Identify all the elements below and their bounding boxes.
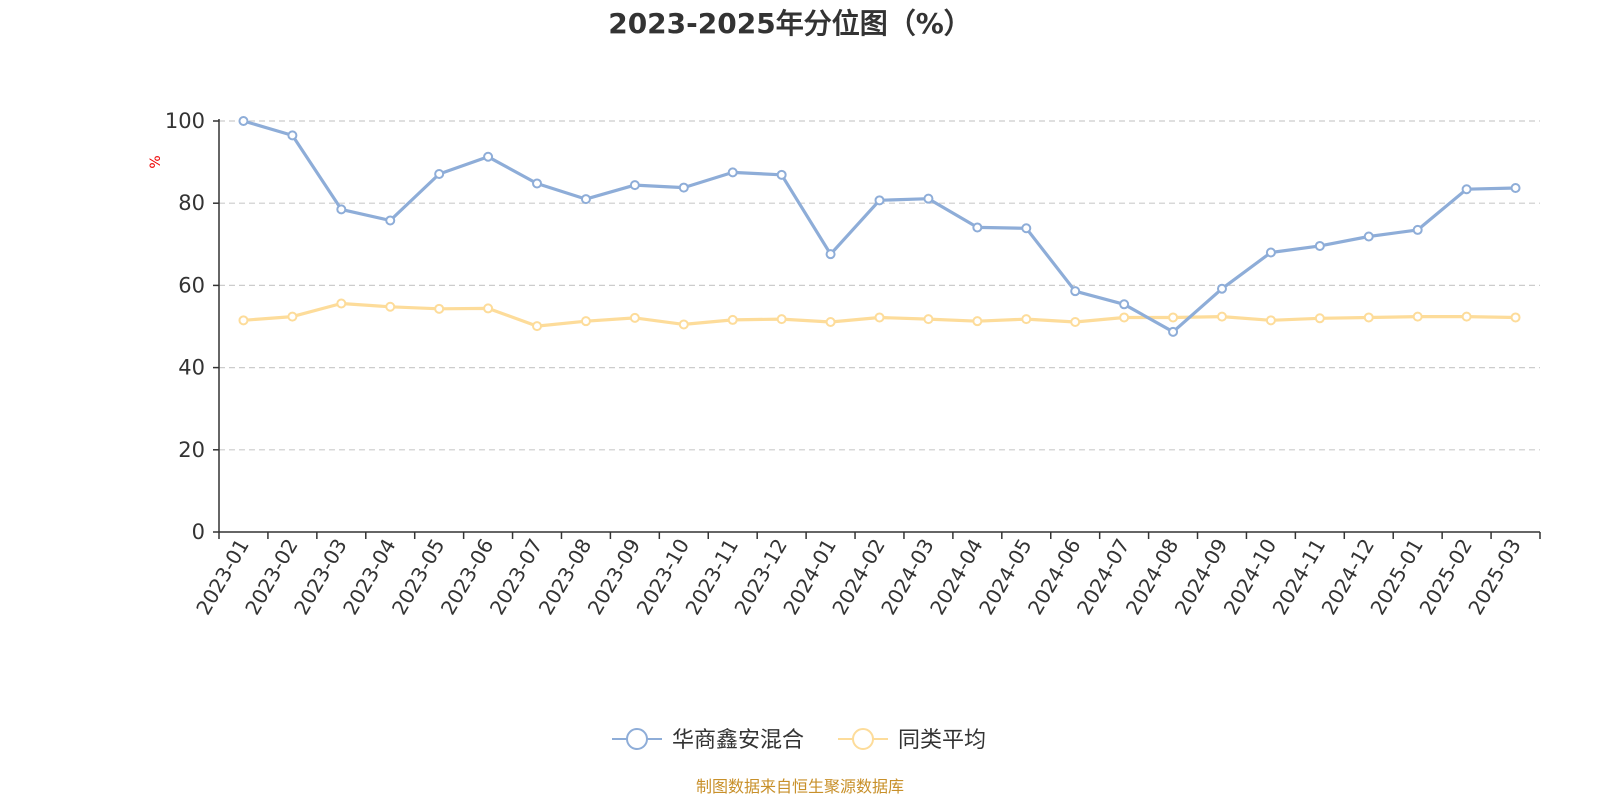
data-point: [483, 151, 494, 162]
y-axis-unit: %: [148, 155, 164, 168]
data-point: [238, 116, 249, 126]
legend-marker: [852, 728, 874, 750]
data-point: [874, 195, 885, 206]
data-point: [1510, 182, 1521, 193]
y-tick-label: 40: [178, 356, 205, 380]
data-point: [532, 321, 543, 332]
data-point: [1412, 311, 1423, 322]
data-point: [1265, 315, 1276, 326]
source-note: 制图数据来自恒生聚源数据库: [696, 777, 904, 796]
data-point: [923, 193, 934, 204]
data-point: [1021, 314, 1032, 325]
legend-label: 华商鑫安混合: [672, 728, 804, 753]
data-point: [1216, 311, 1227, 322]
data-point: [238, 315, 249, 326]
data-point: [1314, 240, 1325, 251]
data-point: [874, 312, 885, 323]
data-point: [1168, 326, 1179, 337]
data-point: [532, 178, 543, 189]
data-point: [678, 319, 689, 330]
data-point: [629, 180, 640, 191]
data-point: [483, 303, 494, 314]
data-point: [1461, 184, 1472, 195]
data-point: [580, 194, 591, 205]
data-point: [1168, 312, 1179, 323]
legend-marker: [626, 728, 648, 750]
data-point: [972, 316, 983, 327]
data-point: [1070, 286, 1081, 297]
data-point: [629, 312, 640, 323]
legend-label: 同类平均: [898, 728, 986, 753]
data-point: [1070, 316, 1081, 327]
data-point: [825, 249, 836, 260]
data-point: [434, 303, 445, 314]
data-point: [1216, 283, 1227, 294]
y-tick-labels: 0 20 40 60 80 100: [165, 109, 205, 544]
y-tick-label: 0: [192, 520, 205, 544]
data-point: [776, 314, 787, 325]
data-point: [1021, 223, 1032, 234]
y-tick-label: 20: [178, 438, 205, 462]
data-point: [1314, 313, 1325, 324]
y-tick-label: 100: [165, 109, 205, 133]
series-line: [243, 119, 1516, 334]
data-point: [287, 311, 298, 322]
data-point: [972, 222, 983, 233]
data-point: [678, 182, 689, 193]
grid-lines: [219, 120, 1540, 451]
data-point: [923, 314, 934, 325]
x-tick-labels: 2023-012023-022023-032023-042023-052023-…: [191, 534, 1526, 618]
series-layer: [238, 116, 1521, 337]
data-point: [825, 316, 836, 327]
data-point: [336, 204, 347, 215]
data-point: [1461, 311, 1472, 322]
data-point: [1363, 231, 1374, 242]
data-point: [727, 167, 738, 178]
data-point: [1265, 247, 1276, 258]
data-point: [385, 215, 396, 226]
data-point: [434, 169, 445, 180]
series-group: [238, 116, 1521, 337]
legend: 华商鑫安混合 同类平均: [612, 728, 986, 753]
axes: [213, 119, 1541, 539]
data-point: [1119, 312, 1130, 323]
data-point: [1119, 299, 1130, 310]
data-point: [1363, 312, 1374, 323]
data-point: [385, 301, 396, 312]
data-point: [287, 130, 298, 141]
y-tick-label: 80: [178, 191, 205, 215]
data-point: [580, 316, 591, 327]
data-point: [1510, 312, 1521, 323]
data-point: [1412, 224, 1423, 235]
data-point: [776, 169, 787, 180]
data-point: [727, 314, 738, 325]
y-tick-label: 60: [178, 273, 205, 297]
chart-title: 2023-2025年分位图（%）: [608, 7, 972, 40]
data-point: [336, 298, 347, 309]
series-group: [238, 298, 1521, 332]
